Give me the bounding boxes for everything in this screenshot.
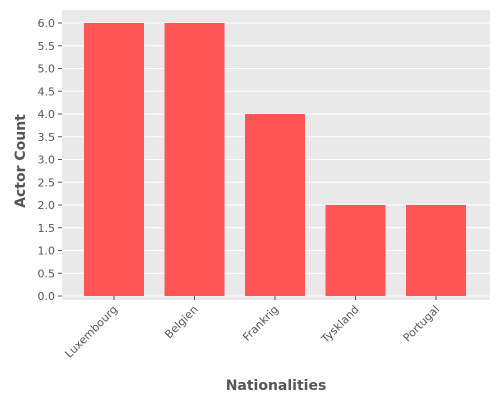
y-tick-label: 3.0 [38,154,56,167]
x-tick-label: Portugal [401,303,442,344]
y-tick-label: 5.5 [38,40,56,53]
y-tick-label: 3.5 [38,131,56,144]
y-tick-label: 6.0 [38,17,56,30]
y-axis-title: Actor Count [13,114,29,208]
y-tick-label: 1.5 [38,222,56,235]
x-tick-label: Belgien [162,303,200,341]
y-tick-label: 4.0 [38,108,56,121]
y-tick-label: 2.0 [38,199,56,212]
x-tick-label: Frankrig [240,303,281,344]
y-tick-label: 0.5 [38,267,56,280]
y-tick-label: 5.0 [38,63,56,76]
bar-belgien [164,23,225,296]
y-tick-label: 0.0 [38,290,56,303]
y-tick-label: 1.0 [38,245,56,258]
x-axis-ticks: Luxembourg Belgien Frankrig Tyskland Portuga… [62,296,442,361]
y-tick-label: 4.5 [38,85,56,98]
x-tick-label: Luxembourg [62,303,120,361]
y-tick-label: 2.5 [38,176,56,189]
bar-frankrig [245,114,305,296]
bar-portugal [406,205,466,296]
bars [84,23,466,296]
x-tick-label: Tyskland [318,303,361,346]
bar-tyskland [325,205,386,296]
y-axis-ticks: 0.0 0.5 1.0 1.5 2.0 2.5 3.0 3.5 4.0 4.5 5.0 5.5 6.0 [38,17,62,303]
x-axis-title: Nationalities [226,378,327,394]
bar-luxembourg [84,23,144,296]
